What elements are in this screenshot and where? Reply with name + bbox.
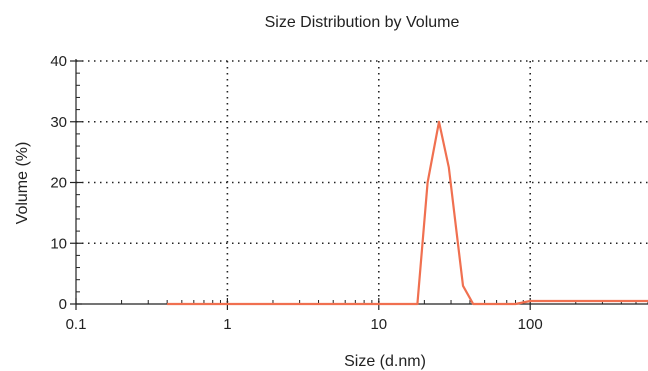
y-tick-label: 40	[50, 53, 67, 70]
y-tick-label: 30	[50, 114, 67, 131]
grid	[76, 60, 648, 304]
x-axis-label: Size (d.nm)	[344, 353, 426, 370]
volume-series-line	[167, 120, 648, 306]
axes	[75, 59, 648, 305]
y-axis-label: Volume (%)	[14, 142, 31, 225]
y-tick-label: 20	[50, 175, 67, 192]
y-tick-label: 10	[50, 235, 67, 252]
ticks: 0 10 20 30 40 0.1 1 10 100	[50, 53, 648, 333]
series-layer	[167, 120, 648, 306]
y-tick-label: 0	[59, 296, 67, 313]
x-tick-label: 0.1	[66, 316, 87, 333]
x-tick-label: 100	[518, 316, 543, 333]
x-tick-label: 10	[370, 316, 387, 333]
chart-title: Size Distribution by Volume	[265, 14, 460, 31]
x-tick-label: 1	[223, 316, 231, 333]
